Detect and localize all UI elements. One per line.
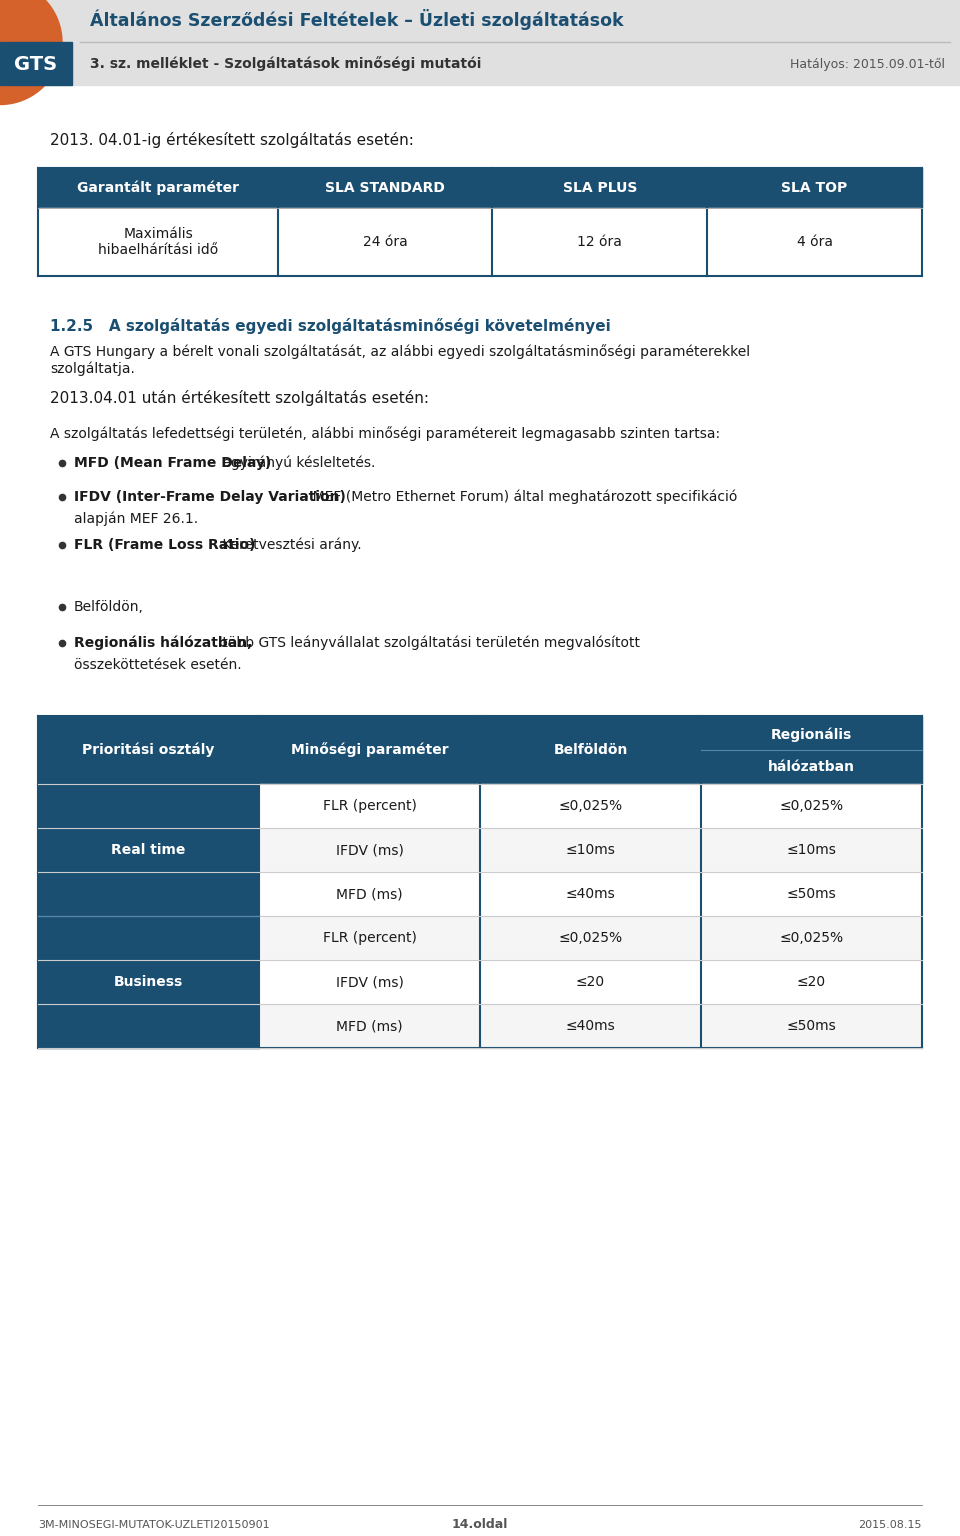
Bar: [701, 1005, 922, 1048]
Text: 2015.08.15: 2015.08.15: [858, 1521, 922, 1530]
Text: ≤0,025%: ≤0,025%: [559, 799, 623, 813]
Text: Garantált paraméter: Garantált paraméter: [77, 181, 239, 195]
Text: Belföldön,: Belföldön,: [74, 601, 144, 614]
Text: 14.oldal: 14.oldal: [452, 1519, 508, 1531]
Text: ≤20: ≤20: [576, 975, 605, 989]
Text: – MEF (Metro Ethernet Forum) által meghatározott specifikáció: – MEF (Metro Ethernet Forum) által megha…: [297, 490, 737, 504]
Bar: [480, 1005, 701, 1048]
Text: Minőségi paraméter: Minőségi paraméter: [291, 742, 448, 757]
Text: SLA TOP: SLA TOP: [781, 181, 848, 195]
Bar: [701, 828, 922, 872]
Text: Regionális hálózatban,: Regionális hálózatban,: [74, 636, 252, 650]
Text: Prioritási osztály: Prioritási osztály: [83, 743, 215, 757]
Text: Maximális
hibaelhárítási idő: Maximális hibaelhárítási idő: [98, 227, 218, 257]
Text: ≤40ms: ≤40ms: [565, 1018, 615, 1034]
Text: SLA STANDARD: SLA STANDARD: [325, 181, 445, 195]
Text: FLR (percent): FLR (percent): [323, 931, 417, 945]
Text: ≤20: ≤20: [797, 975, 826, 989]
Bar: [480, 872, 701, 915]
Bar: [259, 960, 480, 1005]
Text: IFDV (ms): IFDV (ms): [336, 843, 403, 857]
Text: 12 óra: 12 óra: [577, 235, 622, 249]
Bar: [259, 783, 480, 828]
Text: több GTS leányvállalat szolgáltatási területén megvalósított: több GTS leányvállalat szolgáltatási ter…: [218, 636, 640, 650]
Bar: [701, 783, 922, 828]
Bar: [38, 207, 922, 276]
Text: ≤10ms: ≤10ms: [786, 843, 836, 857]
Text: MFD (ms): MFD (ms): [336, 1018, 403, 1034]
Text: 24 óra: 24 óra: [363, 235, 408, 249]
Bar: [259, 915, 480, 960]
Text: MFD (ms): MFD (ms): [336, 886, 403, 902]
Text: Real time: Real time: [111, 843, 185, 857]
Text: 3. sz. melléklet - Szolgáltatások minőségi mutatói: 3. sz. melléklet - Szolgáltatások minősé…: [90, 57, 481, 71]
Text: SLA PLUS: SLA PLUS: [563, 181, 637, 195]
Text: IFDV (Inter-Frame Delay Variation): IFDV (Inter-Frame Delay Variation): [74, 490, 346, 504]
Bar: [38, 915, 259, 1048]
Text: ≤10ms: ≤10ms: [565, 843, 615, 857]
Text: ≤50ms: ≤50ms: [786, 886, 836, 902]
Bar: [480, 960, 701, 1005]
Text: MFD (Mean Frame Delay): MFD (Mean Frame Delay): [74, 456, 272, 470]
Text: hálózatban: hálózatban: [768, 760, 855, 774]
Text: 2013.04.01 után értékesített szolgáltatás esetén:: 2013.04.01 után értékesített szolgáltatá…: [50, 390, 429, 406]
Bar: [480, 828, 701, 872]
Text: ≤0,025%: ≤0,025%: [559, 931, 623, 945]
Text: alapján MEF 26.1.: alapján MEF 26.1.: [74, 511, 198, 527]
Text: Business: Business: [114, 975, 183, 989]
Text: FLR (percent): FLR (percent): [323, 799, 417, 813]
Text: ≤0,025%: ≤0,025%: [780, 931, 844, 945]
Text: A szolgáltatás lefedettségi területén, alábbi minőségi paramétereit legmagasabb : A szolgáltatás lefedettségi területén, a…: [50, 425, 720, 441]
Bar: [38, 716, 922, 783]
Text: FLR (Frame Loss Ratio): FLR (Frame Loss Ratio): [74, 538, 255, 551]
Text: IFDV (ms): IFDV (ms): [336, 975, 403, 989]
Text: 1.2.5   A szolgáltatás egyedi szolgáltatásminőségi követelményei: 1.2.5 A szolgáltatás egyedi szolgáltatás…: [50, 318, 611, 333]
Bar: [480, 915, 701, 960]
Text: 4 óra: 4 óra: [797, 235, 832, 249]
Text: GTS: GTS: [14, 54, 58, 74]
Bar: [701, 915, 922, 960]
Bar: [259, 828, 480, 872]
Text: Keretvesztési arány.: Keretvesztési arány.: [218, 538, 362, 553]
Text: szolgáltatja.: szolgáltatja.: [50, 362, 134, 376]
Bar: [480, 783, 701, 828]
Text: ≤40ms: ≤40ms: [565, 886, 615, 902]
Text: összeköttetések esetén.: összeköttetések esetén.: [74, 657, 242, 673]
Text: Regionális: Regionális: [771, 727, 852, 742]
Bar: [0, 41, 72, 84]
Text: Általános Szerződési Feltételek – Üzleti szolgáltatások: Általános Szerződési Feltételek – Üzleti…: [90, 9, 623, 31]
Text: egyirányú késleltetés.: egyirányú késleltetés.: [218, 456, 375, 470]
Bar: [38, 783, 259, 915]
Polygon shape: [0, 0, 62, 104]
Text: 2013. 04.01-ig értékesített szolgáltatás esetén:: 2013. 04.01-ig értékesített szolgáltatás…: [50, 132, 414, 147]
Text: 3M-MINOSEGI-MUTATOK-UZLETI20150901: 3M-MINOSEGI-MUTATOK-UZLETI20150901: [38, 1521, 270, 1530]
Bar: [259, 872, 480, 915]
Text: ≤50ms: ≤50ms: [786, 1018, 836, 1034]
Text: A GTS Hungary a bérelt vonali szolgáltatását, az alábbi egyedi szolgáltatásminős: A GTS Hungary a bérelt vonali szolgáltat…: [50, 344, 750, 359]
Bar: [701, 960, 922, 1005]
Bar: [38, 167, 922, 207]
Text: Hatályos: 2015.09.01-től: Hatályos: 2015.09.01-től: [790, 57, 945, 71]
Bar: [259, 1005, 480, 1048]
Text: ≤0,025%: ≤0,025%: [780, 799, 844, 813]
Bar: [0, 0, 960, 84]
Text: Belföldön: Belföldön: [553, 743, 628, 757]
Bar: [701, 872, 922, 915]
